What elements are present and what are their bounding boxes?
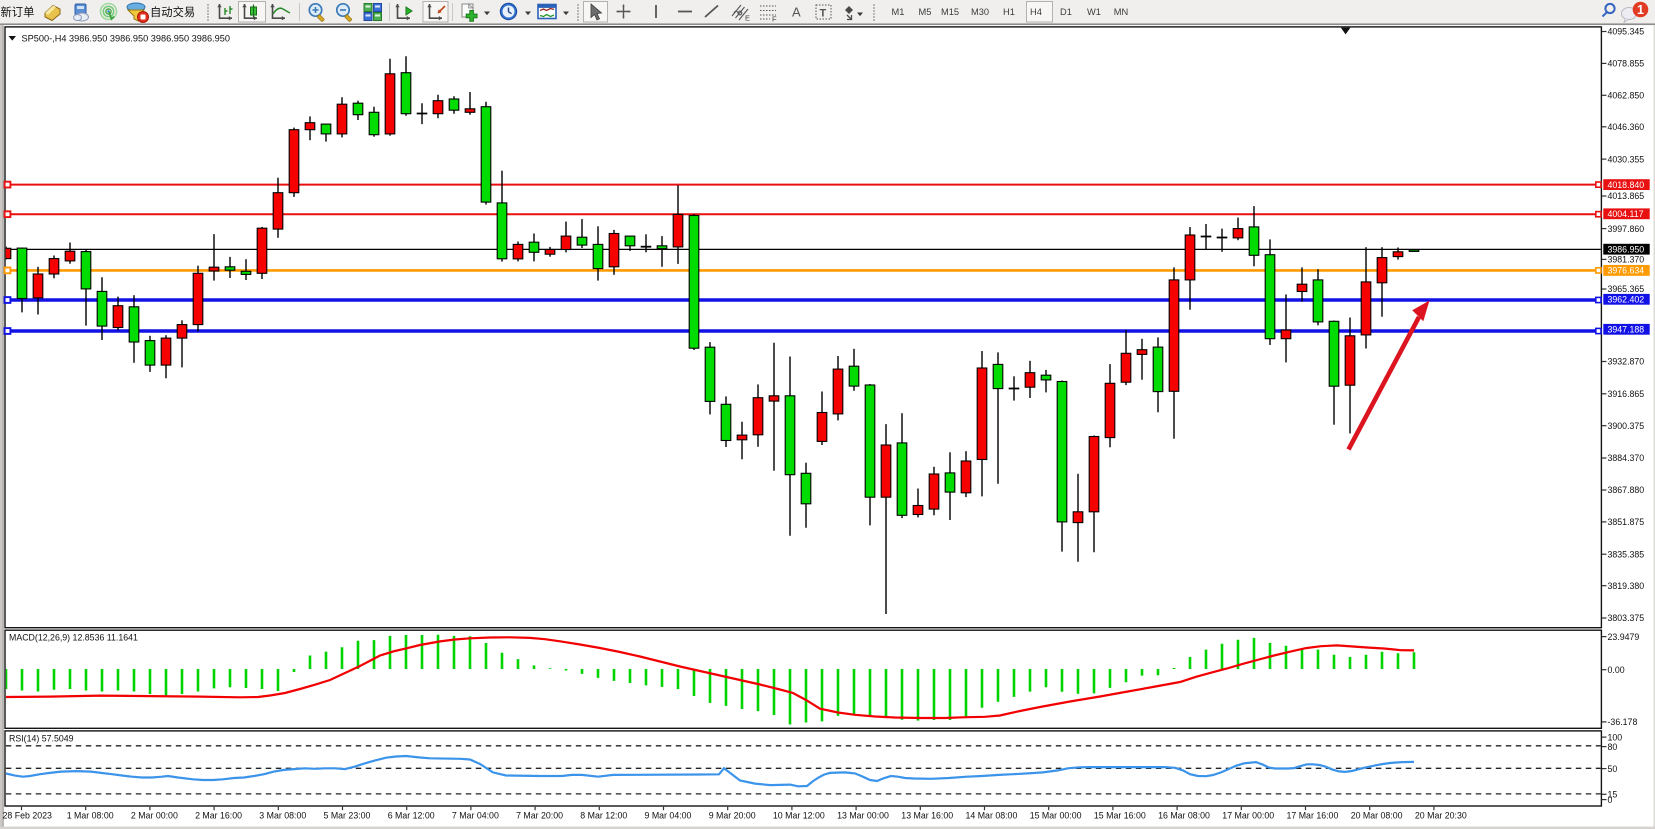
svg-text:M15: M15: [941, 7, 959, 17]
svg-text:15 Mar 00:00: 15 Mar 00:00: [1030, 811, 1082, 821]
svg-text:4004.117: 4004.117: [1608, 209, 1644, 219]
svg-text:2 Mar 00:00: 2 Mar 00:00: [131, 811, 178, 821]
svg-text:4018.840: 4018.840: [1608, 180, 1645, 190]
svg-text:4013.865: 4013.865: [1608, 191, 1645, 201]
svg-text:3 Mar 08:00: 3 Mar 08:00: [259, 811, 306, 821]
svg-text:13 Mar 16:00: 13 Mar 16:00: [901, 811, 953, 821]
svg-text:6 Mar 12:00: 6 Mar 12:00: [388, 811, 435, 821]
svg-text:0: 0: [1608, 795, 1613, 805]
svg-text:4046.360: 4046.360: [1608, 122, 1645, 132]
svg-text:3932.870: 3932.870: [1608, 357, 1645, 367]
svg-text:M1: M1: [892, 7, 905, 17]
svg-text:9 Mar 20:00: 9 Mar 20:00: [709, 811, 756, 821]
svg-text:3965.365: 3965.365: [1608, 284, 1645, 294]
svg-text:3986.950: 3986.950: [1608, 244, 1645, 254]
svg-text:4078.855: 4078.855: [1608, 59, 1645, 69]
svg-text:2 Mar 16:00: 2 Mar 16:00: [195, 811, 242, 821]
svg-text:3947.188: 3947.188: [1608, 325, 1645, 335]
svg-text:M30: M30: [971, 7, 989, 17]
svg-text:-36.178: -36.178: [1608, 717, 1638, 727]
svg-text:W1: W1: [1087, 7, 1101, 17]
svg-text:RSI(14) 57.5049: RSI(14) 57.5049: [9, 734, 74, 744]
svg-text:1: 1: [1637, 3, 1644, 17]
svg-text:8 Mar 12:00: 8 Mar 12:00: [580, 811, 627, 821]
svg-text:17 Mar 00:00: 17 Mar 00:00: [1222, 811, 1274, 821]
svg-text:3884.370: 3884.370: [1608, 453, 1645, 463]
svg-text:3981.370: 3981.370: [1608, 255, 1645, 265]
svg-text:F: F: [772, 15, 777, 24]
svg-text:H4: H4: [1030, 7, 1042, 17]
svg-text:3900.375: 3900.375: [1608, 421, 1645, 431]
svg-text:3976.634: 3976.634: [1608, 266, 1645, 276]
svg-text:自动交易: 自动交易: [150, 5, 195, 19]
svg-text:3997.860: 3997.860: [1608, 224, 1645, 234]
svg-text:A: A: [792, 5, 801, 20]
svg-text:MACD(12,26,9) 12.8536 11.1641: MACD(12,26,9) 12.8536 11.1641: [9, 633, 138, 643]
svg-text:新订单: 新订单: [1, 5, 35, 19]
svg-text:28 Feb 2023: 28 Feb 2023: [3, 811, 53, 821]
svg-text:3916.865: 3916.865: [1608, 389, 1645, 399]
svg-text:80: 80: [1608, 742, 1618, 752]
svg-text:4062.850: 4062.850: [1608, 91, 1645, 101]
svg-text:14 Mar 08:00: 14 Mar 08:00: [966, 811, 1018, 821]
svg-text:5 Mar 23:00: 5 Mar 23:00: [324, 811, 371, 821]
svg-text:10 Mar 12:00: 10 Mar 12:00: [773, 811, 825, 821]
svg-text:T: T: [820, 8, 827, 20]
svg-text:3835.385: 3835.385: [1608, 549, 1645, 559]
svg-text:15 Mar 16:00: 15 Mar 16:00: [1094, 811, 1146, 821]
svg-text:SP500-,H4 3986.950 3986.950 3: SP500-,H4 3986.950 3986.950 3986.950 398…: [22, 34, 230, 44]
svg-text:20 Mar 20:30: 20 Mar 20:30: [1415, 811, 1467, 821]
svg-text:4030.355: 4030.355: [1608, 154, 1645, 164]
svg-text:7 Mar 20:00: 7 Mar 20:00: [516, 811, 563, 821]
svg-text:3962.402: 3962.402: [1608, 295, 1645, 305]
svg-text:17 Mar 16:00: 17 Mar 16:00: [1287, 811, 1339, 821]
svg-text:100: 100: [1608, 732, 1623, 742]
svg-text:9 Mar 04:00: 9 Mar 04:00: [645, 811, 692, 821]
svg-text:M5: M5: [919, 7, 932, 17]
svg-text:16 Mar 08:00: 16 Mar 08:00: [1158, 811, 1210, 821]
svg-text:D1: D1: [1060, 7, 1072, 17]
svg-text:23.9479: 23.9479: [1608, 632, 1640, 642]
svg-text:4095.345: 4095.345: [1608, 27, 1645, 37]
svg-text:3851.875: 3851.875: [1608, 517, 1645, 527]
svg-text:50: 50: [1608, 764, 1618, 774]
svg-text:13 Mar 00:00: 13 Mar 00:00: [837, 811, 889, 821]
svg-text:MN: MN: [1114, 7, 1128, 17]
svg-text:7 Mar 04:00: 7 Mar 04:00: [452, 811, 499, 821]
svg-text:0.00: 0.00: [1608, 665, 1625, 675]
svg-text:E: E: [745, 14, 750, 23]
svg-text:3819.380: 3819.380: [1608, 581, 1645, 591]
svg-text:3803.375: 3803.375: [1608, 613, 1645, 623]
svg-text:15: 15: [1608, 790, 1618, 800]
svg-text:1 Mar 08:00: 1 Mar 08:00: [67, 811, 114, 821]
svg-text:H1: H1: [1003, 7, 1015, 17]
svg-text:3867.880: 3867.880: [1608, 485, 1645, 495]
svg-text:20 Mar 08:00: 20 Mar 08:00: [1351, 811, 1403, 821]
